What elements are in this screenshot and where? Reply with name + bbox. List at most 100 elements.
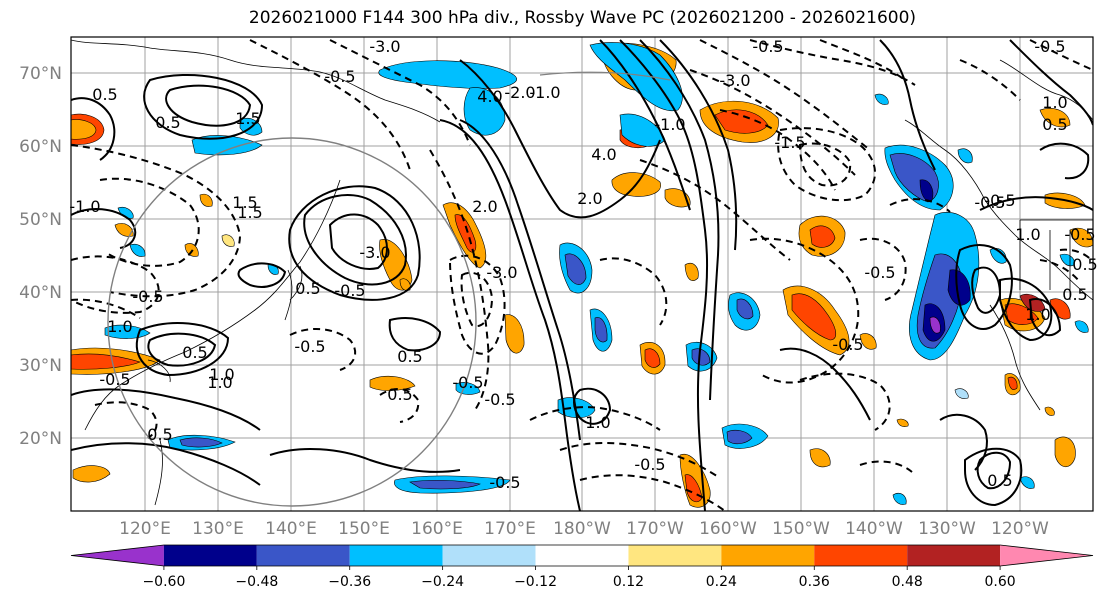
colorbar-tick-label: 0.12 xyxy=(613,574,644,590)
contour-label: -0.5 xyxy=(832,335,863,354)
longitude-label: 130°W xyxy=(918,519,976,539)
contour-label: -1.0 xyxy=(529,83,560,102)
contour-label: -1.0 xyxy=(69,197,100,216)
contour-label: -3.0 xyxy=(486,263,517,282)
latitude-label: 30°N xyxy=(19,356,62,376)
longitude-axis: 120°E 130°E 140°E 150°E 160°E 170°E 180°W 170°W… xyxy=(119,519,1049,539)
contour-label: -0.5 xyxy=(974,193,1005,212)
negative-divergence-shading xyxy=(104,42,1089,505)
contour-label: -2.0 xyxy=(504,83,535,102)
colorbar-tick-label: 0.60 xyxy=(985,574,1016,590)
map-frame xyxy=(70,36,1094,512)
colorbar-swatch xyxy=(721,545,815,566)
contour-label: -0.5 xyxy=(484,390,515,409)
contour-label: -0.5 xyxy=(294,337,325,356)
rossby-wave-reference-circle xyxy=(107,137,477,507)
contour-label: -0.5 xyxy=(99,370,130,389)
contour-label: 1.5 xyxy=(232,193,257,212)
contour-label: 1.0 xyxy=(107,317,132,336)
latitude-axis: 70°N 60°N 50°N 40°N 30°N 20°N xyxy=(19,64,62,449)
longitude-label: 120°W xyxy=(991,519,1049,539)
longitude-label: 120°E xyxy=(119,519,171,539)
contour-label: -3.0 xyxy=(369,37,400,56)
longitude-label: 170°E xyxy=(484,519,536,539)
contour-label: 1.0 xyxy=(207,373,232,392)
contour-label: 1.0 xyxy=(209,365,234,384)
coastlines xyxy=(71,39,1093,506)
positive-divergence-shading xyxy=(71,42,1093,508)
longitude-label: 160°E xyxy=(411,519,463,539)
contour-label: -0.5 xyxy=(452,373,483,392)
contour-label: 1.0 xyxy=(1042,93,1067,112)
contour-label: -1.0 xyxy=(654,115,685,134)
colorbar-swatch xyxy=(163,545,257,566)
contour-label: 0.5 xyxy=(155,113,180,132)
colorbar-swatch xyxy=(442,545,536,566)
longitude-label: 140°E xyxy=(265,519,317,539)
contour-label: -0.5 xyxy=(752,37,783,56)
contour-label: 0.5 xyxy=(1072,255,1097,274)
latitude-label: 60°N xyxy=(19,137,62,157)
colorbar-swatch xyxy=(814,545,908,566)
contour-label: -0.5 xyxy=(489,473,520,492)
contour-labels: -3.0-3.0-0.5-0.5 -0.51.00.50.5-1.01.51.5-… xyxy=(69,37,1097,492)
contour-label: -0.5 xyxy=(864,263,895,282)
colorbar-swatch xyxy=(907,545,1001,566)
height-contours xyxy=(71,39,1093,511)
contour-label: 4.0 xyxy=(591,145,616,164)
contour-label: 0.5 xyxy=(147,425,172,444)
map-panel: -3.0-3.0-0.5-0.5 -0.51.00.50.5-1.01.51.5-… xyxy=(69,36,1098,512)
contour-label: -0.5 xyxy=(132,287,163,306)
contour-label: 2.0 xyxy=(472,197,497,216)
graticule xyxy=(71,37,1093,511)
colorbar-tick-label: −0.48 xyxy=(235,574,278,590)
latitude-label: 40°N xyxy=(19,283,62,303)
longitude-label: 150°E xyxy=(338,519,390,539)
contour-label: -0.5 xyxy=(334,281,365,300)
colorbar-tick-label: −0.24 xyxy=(421,574,464,590)
colorbar-swatch xyxy=(349,545,443,566)
contour-label: 0.5 xyxy=(397,347,422,366)
latitude-label: 20°N xyxy=(19,429,62,449)
contour-label: 0.5 xyxy=(295,279,320,298)
contour-label: -0.5 xyxy=(984,191,1015,210)
figure-title: 2026021000 F144 300 hPa div., Rossby Wav… xyxy=(248,8,917,28)
colorbar-swatch xyxy=(256,545,350,566)
colorbar: −0.60 −0.48 −0.36 −0.24 −0.12 0.12 0.24 0.36 0.4… xyxy=(70,544,1094,590)
longitude-label: 130°E xyxy=(192,519,244,539)
longitude-label: 140°W xyxy=(845,519,903,539)
colorbar-swatch xyxy=(535,545,629,566)
colorbar-tick-label: −0.60 xyxy=(142,574,185,590)
colorbar-tick-label: 0.48 xyxy=(892,574,923,590)
longitude-label: 180°W xyxy=(553,519,611,539)
contour-label: 0.5 xyxy=(987,471,1012,490)
latitude-label: 50°N xyxy=(19,210,62,230)
colorbar-swatch xyxy=(1000,545,1093,566)
colorbar-swatch xyxy=(71,545,164,566)
contour-label: -1.5 xyxy=(774,133,805,152)
colorbar-tick-label: −0.36 xyxy=(328,574,371,590)
contour-label: -0.5 xyxy=(1034,37,1065,56)
contour-label: 1.0 xyxy=(1015,225,1040,244)
contour-label: 0.5 xyxy=(182,343,207,362)
longitude-label: 160°W xyxy=(699,519,757,539)
longitude-label: 150°W xyxy=(772,519,830,539)
contour-label: 2.0 xyxy=(577,189,602,208)
contour-label: 0.5 xyxy=(92,85,117,104)
colorbar-tick-label: −0.12 xyxy=(514,574,557,590)
colorbar-tick-label: 0.36 xyxy=(799,574,830,590)
reference-arc xyxy=(539,71,671,81)
longitude-label: 170°W xyxy=(626,519,684,539)
contour-label: 4.0 xyxy=(477,87,502,106)
contour-label: -0.5 xyxy=(1064,225,1095,244)
contour-label: -3.0 xyxy=(719,71,750,90)
contour-label: 1.5 xyxy=(235,109,260,128)
contour-label: 1.0 xyxy=(1025,305,1050,324)
contour-label: 1.0 xyxy=(585,413,610,432)
contour-label: -3.0 xyxy=(359,243,390,262)
contour-label: 0.5 xyxy=(1042,115,1067,134)
colorbar-swatch xyxy=(628,545,722,566)
contour-label: -0.5 xyxy=(324,67,355,86)
contour-label: 0.5 xyxy=(1062,285,1087,304)
latitude-label: 70°N xyxy=(19,64,62,84)
